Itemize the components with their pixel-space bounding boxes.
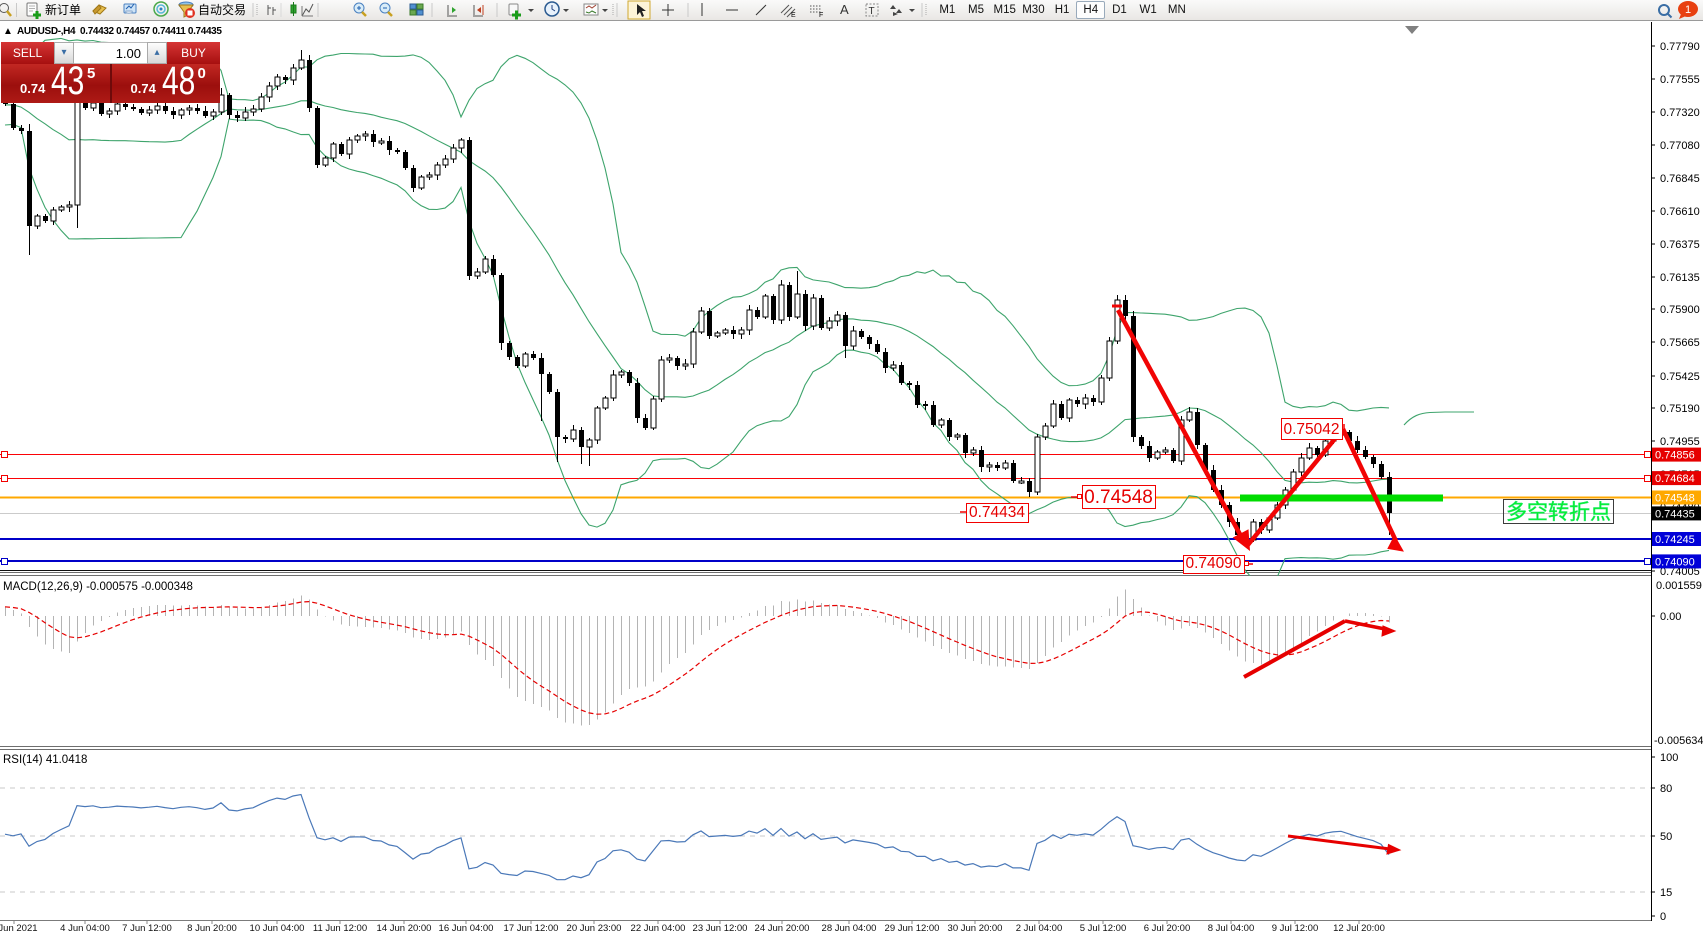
svg-text:0.74245: 0.74245 bbox=[1655, 534, 1695, 546]
svg-text:20 Jun 23:00: 20 Jun 23:00 bbox=[567, 923, 622, 934]
svg-text:新订单: 新订单 bbox=[45, 2, 81, 17]
svg-text:0.74435: 0.74435 bbox=[1655, 508, 1695, 520]
svg-text:0.74434: 0.74434 bbox=[969, 504, 1025, 521]
svg-text:0.00: 0.00 bbox=[1660, 611, 1681, 623]
svg-text:T: T bbox=[869, 6, 875, 17]
svg-text:12 Jul 20:00: 12 Jul 20:00 bbox=[1333, 923, 1385, 934]
svg-text:0.77790: 0.77790 bbox=[1660, 41, 1700, 53]
svg-text:1: 1 bbox=[1685, 4, 1691, 16]
svg-text:0.76135: 0.76135 bbox=[1660, 272, 1700, 284]
svg-text:自动交易: 自动交易 bbox=[198, 2, 246, 17]
svg-text:0.77080: 0.77080 bbox=[1660, 140, 1700, 152]
svg-text:0.76610: 0.76610 bbox=[1660, 206, 1700, 218]
svg-text:0.77320: 0.77320 bbox=[1660, 107, 1700, 119]
svg-text:22 Jun 04:00: 22 Jun 04:00 bbox=[631, 923, 686, 934]
svg-text:80: 80 bbox=[1660, 783, 1672, 795]
svg-text:0.74856: 0.74856 bbox=[1655, 450, 1695, 462]
svg-text:0.74684: 0.74684 bbox=[1655, 473, 1695, 485]
svg-text:10 Jun 04:00: 10 Jun 04:00 bbox=[250, 923, 305, 934]
svg-text:0.74548: 0.74548 bbox=[1084, 487, 1153, 508]
svg-text:0.77555: 0.77555 bbox=[1660, 74, 1700, 86]
svg-text:0.74548: 0.74548 bbox=[1655, 493, 1695, 505]
svg-text:A: A bbox=[840, 2, 849, 17]
svg-text:9 Jul 12:00: 9 Jul 12:00 bbox=[1272, 923, 1318, 934]
svg-text:0: 0 bbox=[1660, 911, 1666, 923]
svg-text:MACD(12,26,9) -0.000575 -0.000: MACD(12,26,9) -0.000575 -0.000348 bbox=[3, 581, 193, 593]
svg-text:4 Jun 04:00: 4 Jun 04:00 bbox=[60, 923, 110, 934]
svg-text:11 Jun 12:00: 11 Jun 12:00 bbox=[313, 923, 367, 934]
svg-text:0.001559: 0.001559 bbox=[1656, 580, 1702, 592]
svg-text:24 Jun 20:00: 24 Jun 20:00 bbox=[755, 923, 810, 934]
svg-text:5 Jul 12:00: 5 Jul 12:00 bbox=[1080, 923, 1126, 934]
svg-text:6 Jul 20:00: 6 Jul 20:00 bbox=[1144, 923, 1190, 934]
svg-text:0.75900: 0.75900 bbox=[1660, 304, 1700, 316]
svg-text:0.74005: 0.74005 bbox=[1660, 566, 1700, 578]
svg-text:0.75042: 0.75042 bbox=[1283, 421, 1339, 438]
svg-text:50: 50 bbox=[1660, 831, 1672, 843]
svg-text:29 Jun 12:00: 29 Jun 12:00 bbox=[885, 923, 940, 934]
svg-text:16 Jun 04:00: 16 Jun 04:00 bbox=[439, 923, 494, 934]
svg-text:2 Jul 04:00: 2 Jul 04:00 bbox=[1016, 923, 1062, 934]
svg-text:0.75425: 0.75425 bbox=[1660, 371, 1700, 383]
svg-text:100: 100 bbox=[1660, 752, 1678, 764]
svg-text:0.74090: 0.74090 bbox=[1185, 555, 1241, 572]
svg-text:0.75665: 0.75665 bbox=[1660, 337, 1700, 349]
svg-text:0.76845: 0.76845 bbox=[1660, 173, 1700, 185]
svg-text:15: 15 bbox=[1660, 887, 1672, 899]
svg-text:23 Jun 12:00: 23 Jun 12:00 bbox=[693, 923, 748, 934]
svg-text:0.75190: 0.75190 bbox=[1660, 403, 1700, 415]
svg-text:7 Jun 12:00: 7 Jun 12:00 bbox=[122, 923, 172, 934]
svg-text:30 Jun 20:00: 30 Jun 20:00 bbox=[948, 923, 1003, 934]
svg-text:RSI(14) 41.0418: RSI(14) 41.0418 bbox=[3, 754, 87, 766]
svg-text:0.74955: 0.74955 bbox=[1660, 436, 1700, 448]
svg-text:多空转折点: 多空转折点 bbox=[1506, 501, 1611, 524]
svg-text:17 Jun 12:00: 17 Jun 12:00 bbox=[504, 923, 559, 934]
svg-text:8 Jun 20:00: 8 Jun 20:00 bbox=[187, 923, 237, 934]
svg-text:E: E bbox=[791, 12, 796, 19]
svg-text:2 Jun 2021: 2 Jun 2021 bbox=[0, 923, 38, 934]
svg-text:0.76375: 0.76375 bbox=[1660, 239, 1700, 251]
svg-text:0.74090: 0.74090 bbox=[1655, 556, 1695, 568]
svg-text:8 Jul 04:00: 8 Jul 04:00 bbox=[1208, 923, 1254, 934]
svg-text:28 Jun 04:00: 28 Jun 04:00 bbox=[822, 923, 877, 934]
svg-text:F: F bbox=[819, 12, 823, 19]
svg-text:-0.005634: -0.005634 bbox=[1654, 735, 1703, 747]
svg-text:14 Jun 20:00: 14 Jun 20:00 bbox=[377, 923, 432, 934]
